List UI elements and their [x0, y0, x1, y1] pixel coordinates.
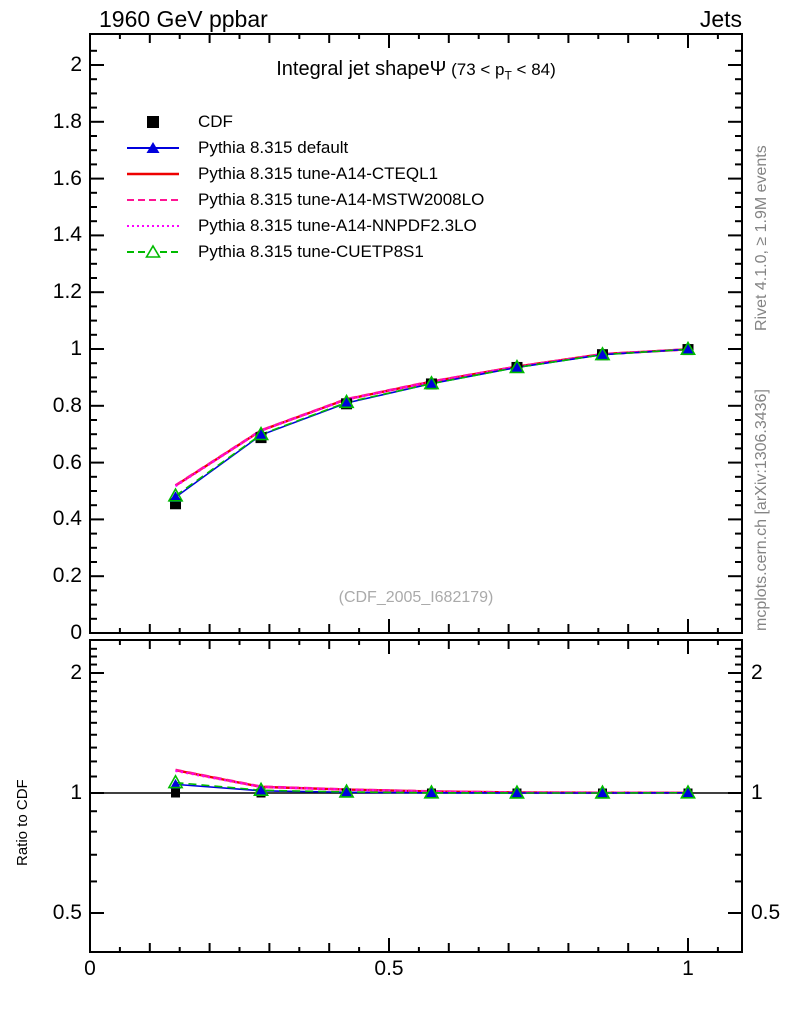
- tick-label: 0: [70, 621, 82, 644]
- tick-label: 0.8: [52, 393, 82, 417]
- data-point-open-triangle: [167, 774, 184, 789]
- data-point-open-triangle: [253, 426, 269, 441]
- legend-item-a14-mstw2008lo: Pythia 8.315 tune-A14-MSTW2008LO: [126, 187, 484, 213]
- data-point-triangle: [682, 787, 694, 798]
- pythia-default-line-icon: [127, 142, 179, 153]
- data-point-triangle: [340, 396, 353, 408]
- psi-symbol: Ψ: [429, 58, 447, 80]
- curve-3: [174, 348, 689, 487]
- data-point-square: [170, 498, 182, 510]
- cuetp8s1-line-icon: [127, 244, 179, 258]
- a14-mstw2008lo-line-icon: [127, 199, 179, 201]
- data-point-open-triangle: [338, 393, 355, 409]
- ratio-plot-frame: [89, 639, 743, 953]
- curve-5: [175, 348, 689, 497]
- tick-label: 0.5: [751, 901, 781, 924]
- a14-nnpdf23lo-line-icon: [127, 225, 179, 227]
- legend-label: Pythia 8.315 tune-A14-NNPDF2.3LO: [198, 216, 477, 235]
- legend-item-a14-nnpdf23lo: Pythia 8.315 tune-A14-NNPDF2.3LO: [126, 213, 484, 239]
- curve-2: [174, 348, 689, 487]
- tick-label: 1: [70, 781, 82, 804]
- analysis-id-watermark: (CDF_2005_I682179): [338, 589, 494, 606]
- data-point-open-triangle: [253, 781, 269, 797]
- data-point-open-triangle: [423, 784, 440, 799]
- legend-item-a14-cteql1: Pythia 8.315 tune-A14-CTEQL1: [126, 161, 484, 187]
- data-point-triangle: [425, 787, 437, 798]
- tick-label: 2: [751, 661, 763, 684]
- main-plot-frame: [89, 33, 743, 634]
- data-point-triangle: [170, 778, 182, 789]
- data-point-open-triangle: [509, 784, 525, 799]
- rivet-version-note: Rivet 4.1.0, ≥ 1.9M events: [753, 145, 770, 331]
- data-point-open-triangle: [423, 375, 440, 390]
- data-point-triangle: [511, 787, 523, 798]
- a14-cteql1-line-icon: [127, 172, 179, 176]
- data-point-triangle: [254, 429, 268, 440]
- tick-label: 1: [682, 957, 694, 980]
- plot-title: Integral jet shapeΨ (73 < pT < 84): [90, 58, 742, 82]
- data-point-triangle: [425, 377, 438, 389]
- tick-label: 1.6: [52, 166, 82, 190]
- legend-label: Pythia 8.315 tune-A14-CTEQL1: [198, 164, 439, 183]
- legend-item-pythia-default: Pythia 8.315 default: [126, 135, 484, 161]
- tick-label: 0.4: [52, 507, 82, 531]
- data-point-open-triangle: [509, 359, 525, 374]
- tick-label: 0.5: [52, 901, 82, 924]
- legend-label: Pythia 8.315 default: [198, 138, 349, 157]
- legend: CDF Pythia 8.315 default Pythia 8.315 tu…: [126, 109, 484, 265]
- data-point-triangle: [681, 343, 695, 354]
- data-point-open-triangle: [167, 487, 184, 502]
- mcplots-arxiv-note: mcplots.cern.ch [arXiv:1306.3436]: [753, 389, 770, 631]
- data-point-square: [171, 788, 181, 798]
- tick-label: 1.4: [52, 223, 82, 247]
- data-point-triangle: [255, 785, 267, 795]
- tick-label: 2: [70, 53, 82, 76]
- data-point-triangle: [510, 361, 524, 373]
- tick-label: 1: [70, 337, 82, 360]
- tick-label: 1: [751, 781, 763, 804]
- tick-label: 1.2: [52, 280, 82, 304]
- tick-label: 0.2: [52, 564, 82, 588]
- data-point-open-triangle: [338, 783, 355, 798]
- data-point-open-triangle: [680, 340, 696, 356]
- data-point-open-triangle: [680, 784, 696, 799]
- tick-label: 0: [84, 957, 96, 980]
- pt-range: (73 < pT < 84): [446, 60, 556, 83]
- data-point-triangle: [169, 491, 182, 502]
- curve-4: [174, 348, 689, 488]
- tick-label: 2: [70, 661, 82, 684]
- tick-label: 0.5: [374, 957, 404, 980]
- legend-item-cuetp8s1: Pythia 8.315 tune-CUETP8S1: [126, 239, 484, 265]
- tick-label: 1.8: [52, 109, 82, 133]
- beam-title: 1960 GeV ppbar: [99, 6, 268, 32]
- legend-item-cdf: CDF: [126, 109, 484, 135]
- plot-title-main: Integral jet shape: [276, 58, 430, 80]
- analysis-group-title: Jets: [699, 6, 742, 32]
- legend-label: Pythia 8.315 tune-A14-MSTW2008LO: [198, 190, 485, 209]
- curve-1: [175, 348, 689, 498]
- cdf-marker-icon: [147, 116, 159, 128]
- data-point-triangle: [596, 787, 608, 798]
- legend-label: Pythia 8.315 tune-CUETP8S1: [198, 242, 424, 261]
- data-point-open-triangle: [594, 784, 611, 799]
- data-point-triangle: [596, 348, 609, 360]
- pt-subscript: T: [504, 68, 512, 83]
- legend-label: CDF: [198, 112, 233, 131]
- tick-label: 0.6: [52, 450, 82, 474]
- data-point-open-triangle: [594, 346, 611, 361]
- data-point-triangle: [341, 786, 353, 797]
